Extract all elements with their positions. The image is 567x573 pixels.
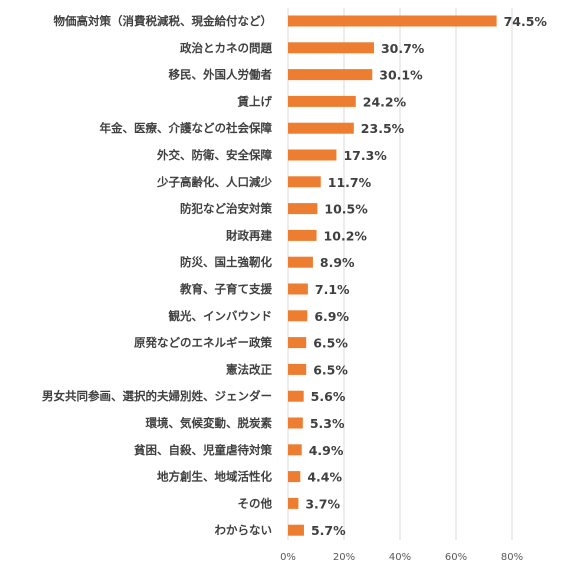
value-label: 5.7% xyxy=(311,523,346,538)
category-label: 地方創生、地域活性化 xyxy=(157,470,272,484)
category-label: 環境、気候変動、脱炭素 xyxy=(146,416,273,430)
x-tick-label: 60% xyxy=(445,552,467,563)
value-label: 30.7% xyxy=(381,41,425,56)
bar xyxy=(288,283,308,295)
category-label: 貧困、自殺、児童虐待対策 xyxy=(134,443,272,457)
value-label: 7.1% xyxy=(315,282,350,297)
x-tick-label: 40% xyxy=(389,552,411,563)
value-label: 23.5% xyxy=(361,121,405,136)
bar xyxy=(288,149,337,161)
bar xyxy=(288,122,354,134)
bar xyxy=(288,15,497,27)
category-label: 男女共同参画、選択的夫婦別姓、ジェンダー xyxy=(42,389,272,403)
x-tick-label: 80% xyxy=(501,552,523,563)
value-label: 11.7% xyxy=(328,175,372,190)
value-label: 8.9% xyxy=(320,255,355,270)
bar xyxy=(288,95,356,107)
bar xyxy=(288,69,373,81)
category-label: 財政再建 xyxy=(225,228,272,242)
value-label: 5.3% xyxy=(310,416,345,431)
bar xyxy=(288,337,307,349)
category-label: 物価高対策（消費税減税、現金給付など） xyxy=(54,14,273,28)
bar xyxy=(288,363,307,375)
value-label: 5.6% xyxy=(311,389,346,404)
bar xyxy=(288,310,308,322)
bar xyxy=(288,471,301,483)
value-label: 6.5% xyxy=(313,336,348,351)
value-label: 10.2% xyxy=(324,228,368,243)
bar xyxy=(288,497,299,509)
bar xyxy=(288,524,304,536)
category-label: 観光、インバウンド xyxy=(169,309,273,323)
value-label: 10.5% xyxy=(324,202,368,217)
value-label: 6.5% xyxy=(313,362,348,377)
category-label: 少子高齢化、人口減少 xyxy=(156,175,272,189)
value-label: 74.5% xyxy=(504,14,548,29)
category-label: 移民、外国人労働者 xyxy=(169,68,273,82)
bar xyxy=(288,229,317,241)
bar xyxy=(288,203,318,215)
x-tick-label: 20% xyxy=(333,552,355,563)
value-label: 3.7% xyxy=(305,496,340,511)
bar xyxy=(288,256,313,268)
value-label: 4.4% xyxy=(307,470,342,485)
value-label: 30.1% xyxy=(379,68,423,83)
category-label: 政治とカネの問題 xyxy=(180,41,272,55)
bar xyxy=(288,444,302,456)
value-label: 4.9% xyxy=(309,443,344,458)
value-label: 6.9% xyxy=(314,309,349,324)
value-label: 17.3% xyxy=(343,148,387,163)
category-label: わからない xyxy=(215,523,273,537)
category-label: 教育、子育て支援 xyxy=(179,282,272,296)
category-label: 防災、国土強靭化 xyxy=(180,255,272,269)
category-label: 賃上げ xyxy=(237,94,273,108)
category-label: 原発などのエネルギー政策 xyxy=(134,336,272,350)
category-label: 年金、医療、介護などの社会保障 xyxy=(100,121,273,135)
value-label: 24.2% xyxy=(363,94,407,109)
category-label: 外交、防衛、安全保障 xyxy=(156,148,272,162)
bar xyxy=(288,176,321,188)
category-label: 憲法改正 xyxy=(225,362,272,376)
category-label: 防犯など治安対策 xyxy=(180,202,272,216)
bar xyxy=(288,390,304,402)
bar xyxy=(288,42,374,54)
bar xyxy=(288,417,303,429)
category-label: その他 xyxy=(238,496,273,510)
x-tick-label: 0% xyxy=(280,552,296,563)
